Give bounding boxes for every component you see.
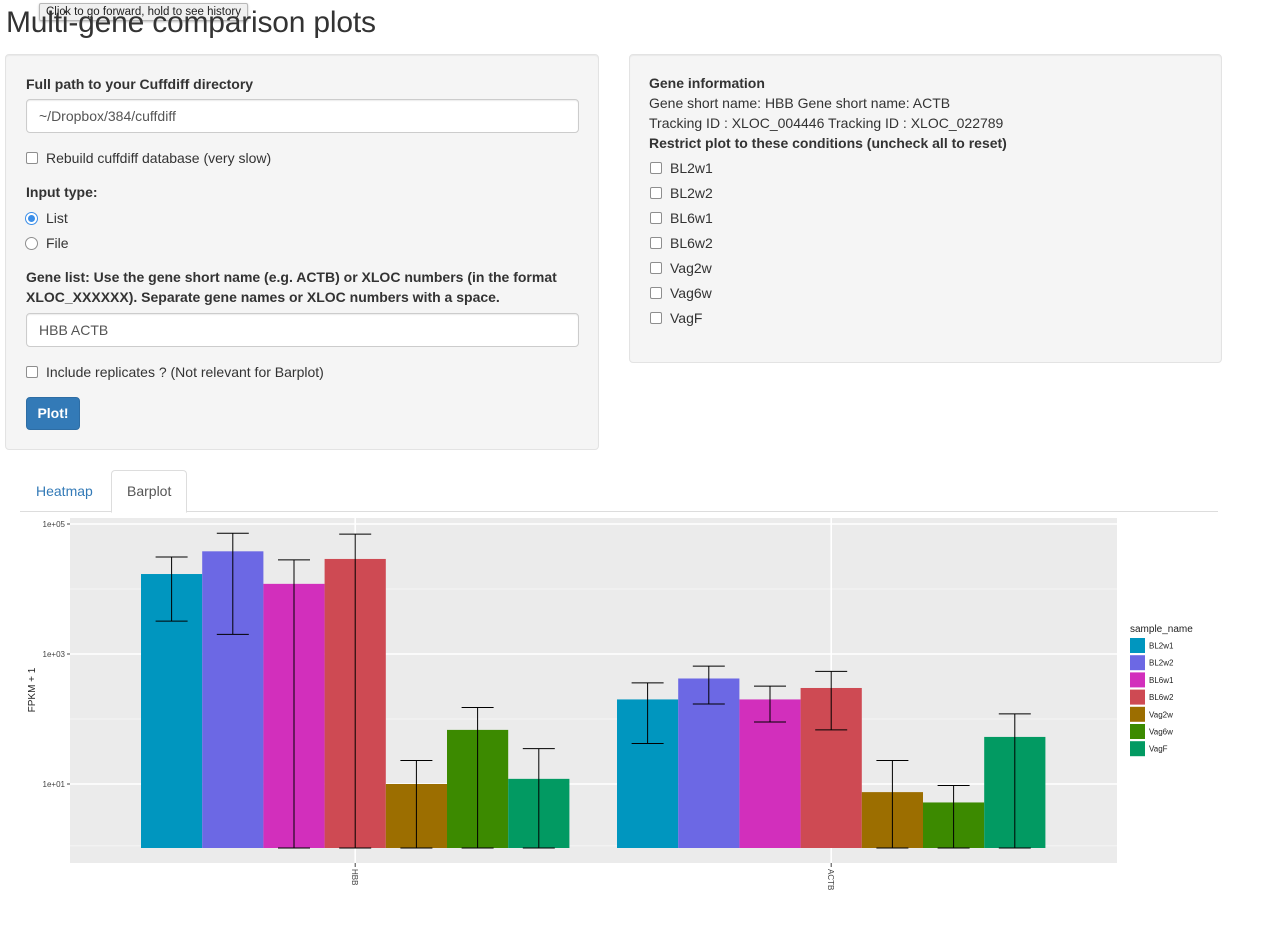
bar-bl6w1-actb xyxy=(739,699,801,848)
restrict-conditions-label: Restrict plot to these conditions (unche… xyxy=(649,135,1007,151)
condition-checkbox-bl6w2[interactable]: BL6w2 xyxy=(650,235,713,251)
legend-label-vagf: VagF xyxy=(1149,745,1168,754)
tracking-ids: Tracking ID : XLOC_004446 Tracking ID : … xyxy=(649,115,1004,131)
legend: sample_name BL2w1 BL2w2 BL6w1 BL6w2 Vag2w Vag… xyxy=(1130,624,1193,757)
cuffdiff-dir-label: Full path to your Cuffdiff directory xyxy=(26,76,254,92)
y-tick-label: 1e+05 xyxy=(43,520,66,529)
condition-label: BL6w1 xyxy=(670,210,713,226)
radio-button[interactable] xyxy=(25,236,38,250)
input-type-radio-file[interactable]: File xyxy=(25,235,69,251)
legend-swatch-bl2w2 xyxy=(1130,655,1145,671)
legend-label-bl6w1: BL6w1 xyxy=(1149,676,1174,685)
tab-heatmap[interactable]: Heatmap xyxy=(36,483,93,499)
legend-label-bl6w2: BL6w2 xyxy=(1149,693,1174,702)
condition-checkbox-vag6w[interactable]: Vag6w xyxy=(650,285,712,301)
tab-barplot[interactable]: Barplot xyxy=(111,470,188,513)
x-tick-label: HBB xyxy=(350,869,359,885)
back-forward-tooltip: Click to go forward, hold to see history xyxy=(39,3,248,21)
gene-info-heading: Gene information xyxy=(649,75,765,91)
checkbox-box[interactable] xyxy=(26,152,38,164)
bar-bl2w2-actb xyxy=(678,678,740,848)
checkbox-box[interactable] xyxy=(650,187,662,199)
legend-swatch-bl6w2 xyxy=(1130,689,1145,705)
gene-short-names: Gene short name: HBB Gene short name: AC… xyxy=(649,95,951,111)
legend-label-vag6w: Vag6w xyxy=(1149,728,1173,737)
condition-label: BL6w2 xyxy=(670,235,713,251)
condition-label: BL2w2 xyxy=(670,185,713,201)
input-type-radio-list[interactable]: List xyxy=(25,210,68,226)
legend-swatch-bl2w1 xyxy=(1130,638,1145,653)
gene-list-input[interactable] xyxy=(26,313,579,347)
radio-label-list: List xyxy=(46,210,68,226)
condition-label: BL2w1 xyxy=(670,160,713,176)
checkbox-box[interactable] xyxy=(650,212,662,224)
condition-checkbox-vagf[interactable]: VagF xyxy=(650,310,702,326)
gene-info-panel: Gene information Gene short name: HBB Ge… xyxy=(629,54,1222,363)
checkbox-box[interactable] xyxy=(650,312,662,324)
legend-label-bl2w1: BL2w1 xyxy=(1149,642,1174,651)
condition-label: Vag6w xyxy=(670,285,712,301)
legend-swatch-vag6w xyxy=(1130,724,1145,739)
y-tick-label: 1e+03 xyxy=(43,650,66,659)
legend-swatch-vagf xyxy=(1130,741,1145,757)
gene-list-label-line2: XLOC_XXXXXX). Separate gene names or XLO… xyxy=(26,289,500,305)
legend-swatch-vag2w xyxy=(1130,706,1145,722)
cuffdiff-dir-input[interactable] xyxy=(26,99,579,133)
checkbox-box[interactable] xyxy=(650,237,662,249)
checkbox-box[interactable] xyxy=(26,366,38,378)
rebuild-db-checkbox[interactable]: Rebuild cuffdiff database (very slow) xyxy=(26,150,271,166)
x-tick-label: ACTB xyxy=(826,869,835,890)
condition-checkbox-bl2w2[interactable]: BL2w2 xyxy=(650,185,713,201)
axes: 1e+01 1e+03 1e+05 HBB ACTB xyxy=(43,520,836,890)
radio-label-file: File xyxy=(46,235,69,251)
legend-title: sample_name xyxy=(1130,624,1193,635)
legend-label-bl2w2: BL2w2 xyxy=(1149,659,1174,668)
y-axis-title: FPKM + 1 xyxy=(27,667,38,712)
gene-list-label-line1: Gene list: Use the gene short name (e.g.… xyxy=(26,269,557,285)
include-replicates-checkbox[interactable]: Include replicates ? (Not relevant for B… xyxy=(26,364,324,380)
condition-checkbox-vag2w[interactable]: Vag2w xyxy=(650,260,712,276)
input-panel: Full path to your Cuffdiff directory Reb… xyxy=(5,54,599,450)
checkbox-box[interactable] xyxy=(650,287,662,299)
checkbox-box[interactable] xyxy=(650,162,662,174)
plot-tabs: Heatmap Barplot xyxy=(20,470,1218,513)
condition-checkbox-bl2w1[interactable]: BL2w1 xyxy=(650,160,713,176)
include-replicates-label: Include replicates ? (Not relevant for B… xyxy=(46,364,324,380)
error-bars xyxy=(155,532,1031,849)
y-tick-label: 1e+01 xyxy=(43,780,66,789)
condition-label: Vag2w xyxy=(670,260,712,276)
page-title: Multi-gene comparison plots xyxy=(6,6,376,39)
rebuild-db-label: Rebuild cuffdiff database (very slow) xyxy=(46,150,272,166)
radio-button-selected[interactable] xyxy=(25,211,38,225)
legend-label-vag2w: Vag2w xyxy=(1149,710,1173,719)
input-type-label: Input type: xyxy=(26,184,98,200)
legend-swatch-bl6w1 xyxy=(1130,672,1145,688)
condition-checkbox-bl6w1[interactable]: BL6w1 xyxy=(650,210,713,226)
plot-button[interactable]: Plot! xyxy=(26,397,80,430)
checkbox-box[interactable] xyxy=(650,262,662,274)
condition-label: VagF xyxy=(670,310,703,326)
